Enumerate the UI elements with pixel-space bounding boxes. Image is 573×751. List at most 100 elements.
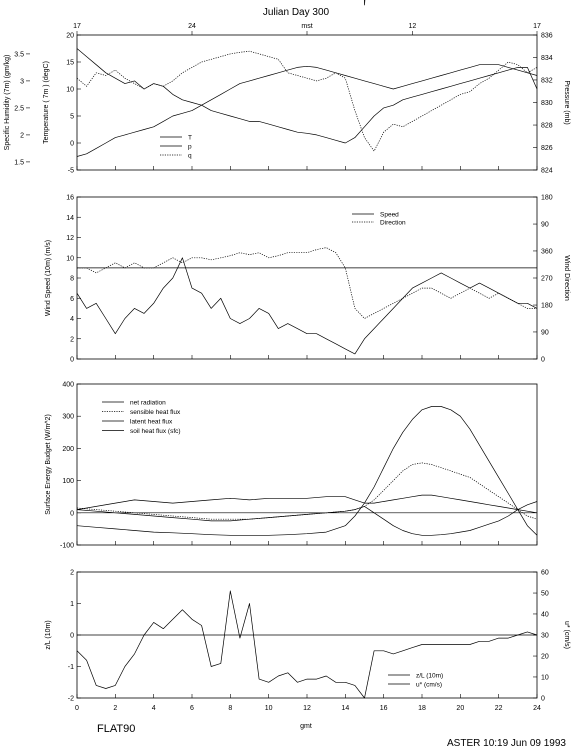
- right-y-tick-label: 834: [541, 55, 553, 62]
- y-tick-label: 14: [66, 215, 74, 222]
- y-tick-label: 2: [70, 336, 74, 343]
- right-y-tick-label: 832: [541, 77, 553, 84]
- y-tick-label: 400: [62, 382, 74, 389]
- y-tick-label: 8: [70, 276, 74, 283]
- y-tick-label: 100: [62, 478, 74, 485]
- y-tick-label: 10: [66, 255, 74, 262]
- x-tick-label: 16: [380, 705, 388, 712]
- series-line-latent-heat-flux: [76, 494, 538, 514]
- right-y-tick-label: 20: [541, 654, 549, 661]
- right-y-tick-label: 180: [541, 303, 553, 310]
- plot-frame: [76, 34, 538, 171]
- right-y-axis-label: Pressure (mb): [563, 80, 570, 124]
- y-axis-label: Surface Energy Budget (W/m^2): [45, 414, 52, 515]
- y-tick-label: 0: [70, 357, 74, 364]
- right-y-tick-label: 270: [541, 276, 553, 283]
- right-y-tick-label: 30: [541, 633, 549, 640]
- top-tick-label: mst: [301, 23, 312, 30]
- legend-label: T: [188, 135, 192, 142]
- right-y-axis-label: Wind Direction: [563, 255, 570, 301]
- legend-label: Speed: [380, 212, 399, 219]
- right-y-tick-label: 180: [541, 195, 553, 202]
- top-tick-label: 17: [73, 23, 81, 30]
- right-y-tick-label: 40: [541, 611, 549, 618]
- x-axis-label: gmt: [300, 723, 312, 730]
- right-y-tick-label: 826: [541, 145, 553, 152]
- panel-3: -100 0 100 200 300 400 Surface Energy Budget (…: [45, 382, 538, 550]
- x-tick-label: 0: [75, 705, 79, 712]
- series-line-direction: [77, 247, 537, 319]
- y-axis-label: Wind Speed (10m) (m/s): [45, 240, 52, 316]
- series-line-sensible-heat-flux: [76, 462, 538, 520]
- series-line-t: [76, 48, 538, 144]
- series-line-p: [76, 64, 538, 157]
- timestamp-label: ASTER 10:19 Jun 09 1993: [447, 738, 566, 749]
- x-tick-label: 14: [341, 705, 349, 712]
- right-y-tick-label: 60: [541, 570, 549, 577]
- x-tick-label: 10: [265, 705, 273, 712]
- legend-label: u* (cm/s): [416, 682, 442, 689]
- legend-label: z/L (10m): [416, 673, 443, 680]
- y-tick-label: -5: [68, 168, 74, 175]
- series-line-net-radiation: [76, 406, 538, 536]
- right-y-tick-label: 824: [541, 168, 553, 175]
- y-axis-label: Temperature ( 7m ) (degC): [43, 61, 50, 144]
- right-y-tick-label: 830: [541, 100, 553, 107]
- right-y-tick-label: 90: [541, 222, 549, 229]
- y-tick-label: 2: [70, 570, 74, 577]
- x-tick-label: 2: [113, 705, 117, 712]
- outer-y-axis-label: Specific Humidity (7m) (gm/kg): [4, 55, 11, 151]
- y-tick-label: -1: [68, 664, 74, 671]
- outer-y-tick-label: 3.5: [14, 51, 24, 58]
- series-line-q: [76, 50, 538, 152]
- outer-y-tick-label: 2: [20, 132, 24, 139]
- y-axis-label: z/L (10m): [45, 620, 52, 649]
- y-tick-label: 15: [66, 60, 74, 67]
- series-line-u-cm-s-: [364, 0, 366, 6]
- x-tick-label: 18: [418, 705, 426, 712]
- top-tick-label: 12: [409, 23, 417, 30]
- right-y-tick-label: 0: [541, 696, 545, 703]
- x-tick-label: 20: [456, 705, 464, 712]
- y-tick-label: 6: [70, 296, 74, 303]
- y-tick-label: -2: [68, 696, 74, 703]
- y-tick-label: 0: [70, 141, 74, 148]
- y-tick-label: 1: [70, 601, 74, 608]
- legend-label: p: [188, 144, 192, 151]
- right-y-axis-label: u* (cm/s): [563, 621, 570, 649]
- y-tick-label: 0: [70, 510, 74, 517]
- outer-y-tick-label: 3: [20, 78, 24, 85]
- series-line-soil-heat-flux-sfc-: [76, 501, 538, 536]
- top-time-axis: 17 24 mst 12 17: [73, 23, 541, 35]
- y-tick-label: 0: [70, 633, 74, 640]
- y-tick-label: 200: [62, 446, 74, 453]
- panel-2: 0 2 4 6 8 10 12 14 16 Wind Speed (10m) (m/s) 0 90 18…: [45, 195, 570, 364]
- y-tick-label: -100: [60, 543, 74, 550]
- y-tick-label: 4: [70, 316, 74, 323]
- legend-label: Direction: [380, 220, 406, 227]
- y-tick-label: 12: [66, 235, 74, 242]
- legend-label: soil heat flux (sfc): [130, 428, 181, 435]
- legend-label: sensible heat flux: [130, 409, 181, 416]
- y-tick-label: 20: [66, 33, 74, 40]
- station-label: FLAT90: [97, 723, 135, 735]
- figure-title: Julian Day 300: [263, 7, 330, 18]
- x-tick-label: 22: [495, 705, 503, 712]
- right-y-tick-label: 0: [541, 357, 545, 364]
- legend-label: q: [188, 153, 192, 160]
- right-y-tick-label: 10: [541, 674, 549, 681]
- series-line-speed: [76, 257, 538, 355]
- y-tick-label: 10: [66, 87, 74, 94]
- top-tick-label: 17: [533, 23, 541, 30]
- legend-label: net radiation: [130, 400, 166, 407]
- outer-y-tick-label: 2.5: [14, 105, 24, 112]
- right-y-tick-label: 360: [541, 248, 553, 255]
- y-tick-label: 16: [66, 195, 74, 202]
- y-tick-label: 5: [70, 114, 74, 121]
- right-y-tick-label: 50: [541, 591, 549, 598]
- x-tick-label: 24: [533, 705, 541, 712]
